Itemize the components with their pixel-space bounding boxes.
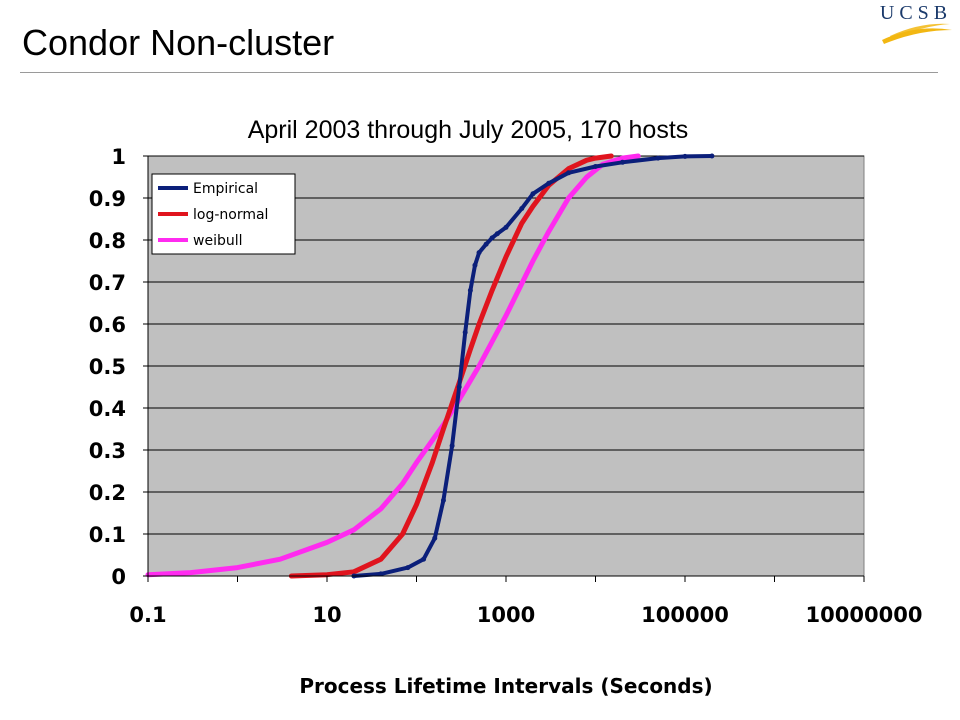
data-point: [467, 287, 473, 293]
y-tick-label: 0.7: [89, 271, 126, 295]
slide-title: Condor Non-cluster: [22, 22, 335, 63]
legend-entry: log-normal: [193, 207, 268, 223]
data-point: [682, 153, 688, 159]
y-tick-label: 1: [111, 145, 126, 169]
data-point: [519, 206, 525, 211]
x-axis-label: Process Lifetime Intervals (Seconds): [299, 674, 712, 698]
x-axis-ticks: 0.1 10 1000 100000 10000000: [129, 576, 922, 627]
data-point: [566, 170, 572, 176]
data-point: [619, 159, 625, 165]
data-point: [378, 571, 384, 577]
x-tick-label: 0.1: [129, 603, 166, 627]
x-tick-label: 10000000: [806, 603, 923, 627]
y-tick-label: 0.4: [89, 397, 126, 421]
logo-wordmark: UCSB: [879, 2, 953, 24]
data-point: [709, 153, 715, 159]
data-point: [421, 556, 427, 562]
data-point: [432, 535, 438, 541]
y-tick-label: 0.5: [89, 355, 126, 379]
data-point: [476, 250, 482, 256]
x-tick-label: 10: [312, 603, 341, 627]
data-point: [530, 191, 536, 197]
logo-swoosh-icon: [882, 23, 952, 44]
y-tick-label: 0.3: [89, 439, 126, 463]
data-point: [503, 224, 509, 230]
data-point: [462, 329, 468, 335]
data-point: [440, 497, 446, 503]
y-tick-label: 0.8: [89, 229, 126, 253]
y-tick-label: 0.2: [89, 481, 126, 505]
legend-entry: Empirical: [193, 181, 258, 197]
ucsb-logo: UCSB: [876, 2, 956, 46]
data-point: [593, 164, 598, 169]
data-point: [655, 155, 661, 161]
y-axis-ticks: 0 0.1 0.2 0.3 0.4 0.5 0.6 0.7 0.8 0.9 1: [89, 145, 148, 589]
data-point: [405, 565, 411, 571]
data-point: [489, 235, 495, 241]
y-tick-label: 0.9: [89, 187, 126, 211]
x-tick-label: 100000: [641, 603, 729, 627]
data-point: [449, 443, 455, 449]
y-tick-label: 0.1: [89, 523, 126, 547]
data-point: [456, 384, 462, 390]
x-tick-label: 1000: [477, 603, 535, 627]
legend-entry: weibull: [193, 233, 243, 249]
chart-title: April 2003 through July 2005, 170 hosts: [248, 116, 689, 144]
y-tick-label: 0.6: [89, 313, 126, 337]
data-point: [546, 180, 552, 186]
data-point: [494, 231, 500, 237]
title-divider: [20, 72, 938, 73]
series-line-log-normal: [288, 153, 614, 579]
data-point: [483, 241, 489, 247]
y-tick-label: 0: [111, 565, 126, 589]
chart-legend: Empirical log-normal weibull: [151, 173, 296, 255]
series-lines: [145, 153, 715, 579]
data-point: [472, 262, 478, 268]
